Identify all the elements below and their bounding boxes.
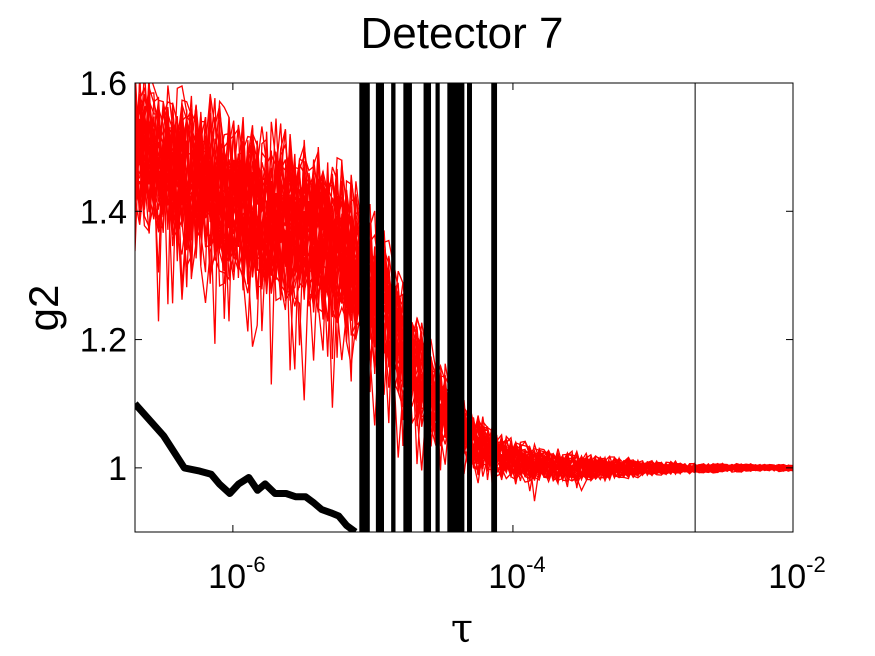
y-tick-label: 1.4 [80,193,127,231]
black-bar [423,83,432,532]
black-bar [491,83,498,532]
y-axis-ticks: 1 1.2 1.4 1.6 [80,65,793,488]
black-bar [375,83,384,532]
black-curve [135,401,358,532]
x-axis-label: τ [451,606,473,652]
black-bar [391,83,396,532]
black-bar [403,83,412,532]
y-tick-label: 1 [108,450,127,488]
black-bar [467,83,472,532]
chart-title: Detector 7 [361,9,564,58]
black-bars-group [359,83,498,532]
y-tick-label: 1.6 [80,65,127,103]
y-tick-label: 1.2 [80,322,127,360]
black-curve-group [135,401,358,532]
black-bar [435,83,440,532]
black-bar [447,83,465,532]
plot-frame [134,82,794,533]
y-axis-label: g2 [20,285,67,332]
x-tick-label: 10-6 [208,552,265,596]
black-bar [359,83,370,532]
plot-area [135,83,793,532]
